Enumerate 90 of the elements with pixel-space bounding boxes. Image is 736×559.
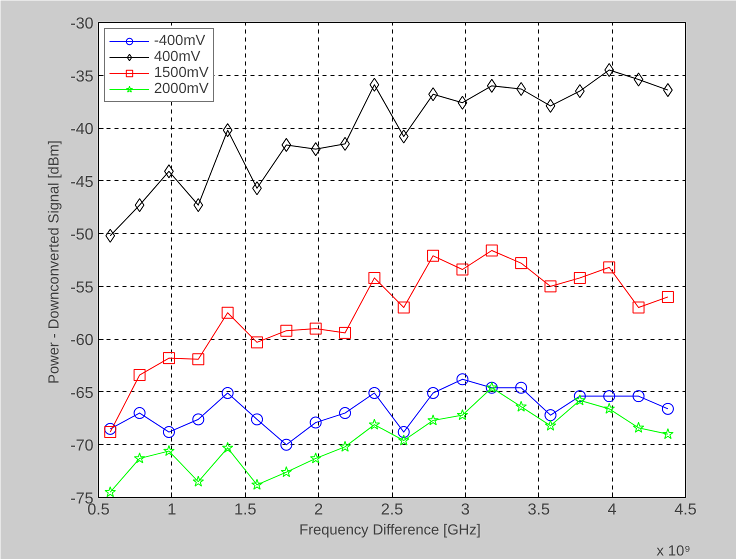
point (339, 326, 352, 339)
x-tick-label: 1.5 (234, 502, 256, 518)
point (339, 407, 352, 420)
point (251, 478, 263, 490)
point (162, 352, 175, 364)
y-tick-label: -70 (70, 438, 94, 455)
point (368, 418, 380, 430)
x-axis-title: Frequency Difference [GHz] (299, 522, 481, 538)
x-tick-label: 4 (608, 502, 617, 518)
point (427, 250, 440, 262)
y-tick-label: -35 (70, 68, 94, 86)
point (634, 72, 644, 86)
legend-label: 400mV (154, 49, 200, 65)
y-tick-label: -45 (70, 174, 94, 191)
y-tick-label: -55 (70, 279, 94, 296)
point (222, 306, 234, 319)
y-tick-label: -50 (70, 226, 94, 244)
point (280, 324, 292, 337)
point (632, 302, 645, 314)
point (486, 244, 498, 256)
text: x 10⁹ (656, 544, 691, 559)
point (662, 290, 674, 303)
point (456, 264, 468, 276)
point (516, 82, 526, 96)
point (544, 280, 556, 292)
point (662, 428, 674, 440)
legend-label: 1500mV (154, 65, 209, 81)
point (574, 394, 586, 406)
point (574, 272, 586, 284)
x-tick-label: 2.5 (380, 502, 404, 518)
point (544, 420, 556, 431)
x-tick-label: 1 (167, 502, 176, 518)
x-tick-label: 2 (314, 502, 324, 518)
point (515, 382, 528, 394)
point (456, 373, 468, 386)
point (310, 416, 322, 429)
y-tick-label: -40 (70, 121, 94, 138)
point (134, 452, 146, 464)
point (280, 466, 292, 478)
x-tick-label: 3.5 (528, 502, 550, 518)
point (456, 409, 468, 420)
point (398, 434, 410, 446)
point (104, 422, 116, 435)
point (604, 63, 614, 77)
point (192, 353, 204, 366)
point (192, 476, 204, 487)
point (632, 422, 644, 433)
y-tick-label: -30 (70, 16, 94, 32)
point (222, 387, 234, 399)
point (574, 390, 586, 402)
x-tick-label: 4.5 (674, 502, 697, 518)
point (193, 198, 204, 212)
point (603, 402, 615, 414)
point (104, 426, 116, 438)
point (368, 272, 380, 284)
y-axis-title: Power - Downconverted Signal [dBm] (46, 140, 62, 384)
point (632, 390, 645, 402)
point (192, 413, 204, 426)
point (310, 452, 322, 464)
legend-label: 2000mV (154, 81, 209, 97)
point (662, 402, 674, 415)
point (250, 413, 263, 426)
point (515, 400, 527, 412)
point (515, 257, 528, 270)
point (310, 322, 322, 335)
point (603, 390, 616, 402)
point (280, 438, 292, 451)
point (162, 426, 175, 438)
point (544, 409, 556, 422)
legend-label: -400mV (154, 33, 206, 49)
point (250, 336, 263, 348)
point (398, 302, 410, 314)
point (134, 407, 146, 420)
point (163, 445, 175, 456)
point (104, 486, 116, 498)
x-tick-label: 3 (460, 502, 470, 518)
point (222, 442, 234, 453)
point (427, 414, 439, 426)
point (134, 369, 146, 382)
point (603, 261, 616, 274)
point (398, 130, 409, 144)
point (398, 426, 410, 438)
point (339, 440, 351, 452)
y-tick-label: -65 (70, 384, 94, 402)
y-tick-label: -60 (70, 332, 94, 350)
point (368, 387, 380, 399)
point (105, 228, 116, 243)
point (486, 78, 497, 93)
point (427, 387, 440, 399)
point (310, 142, 321, 156)
